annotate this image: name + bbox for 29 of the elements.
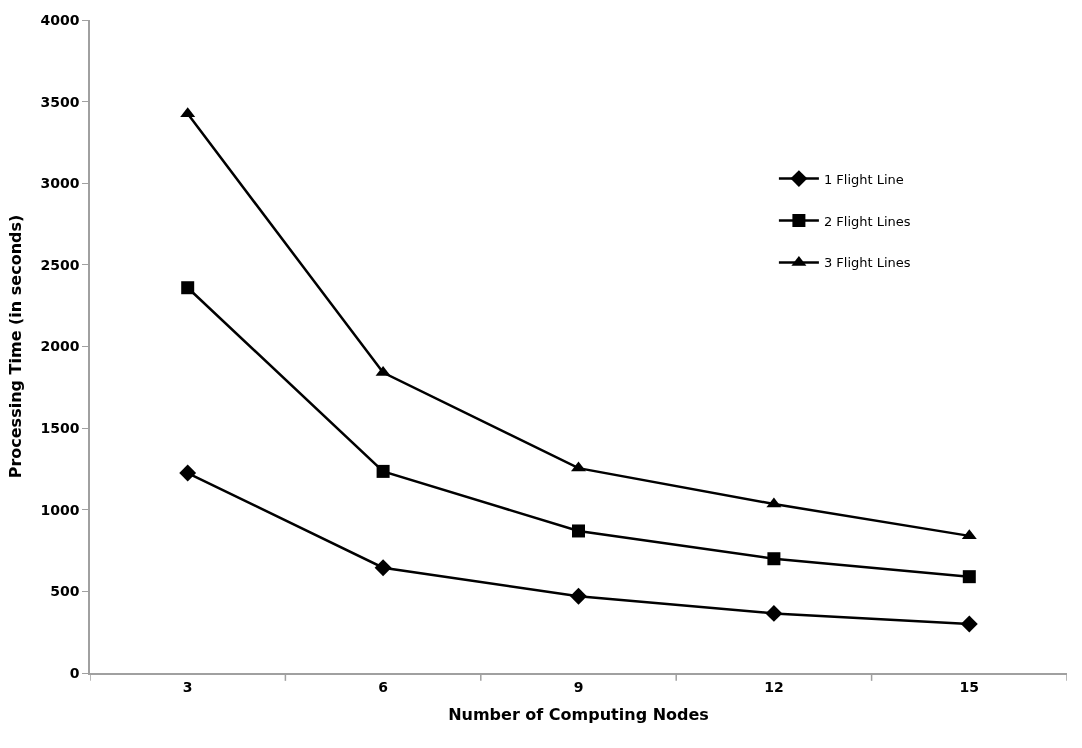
- x-tick-label: 3: [182, 678, 193, 695]
- y-axis-title: Processing Time (in seconds): [5, 214, 25, 479]
- point: [572, 524, 585, 538]
- legend-label: 1 Flight Line: [823, 171, 904, 187]
- y-tick-label: 3000: [40, 175, 80, 192]
- legend-label: 3 Flight Lines: [823, 255, 911, 271]
- x-tick-label: 9: [573, 678, 584, 695]
- y-tick-label: 500: [50, 583, 80, 600]
- x-axis-title: Number of Computing Nodes: [448, 704, 709, 724]
- y-tick-label: 2500: [40, 256, 80, 273]
- point: [570, 587, 587, 605]
- point: [767, 552, 781, 566]
- legend-label: 2 Flight Lines: [823, 213, 911, 229]
- y-tick-label: 0: [69, 664, 80, 681]
- point: [374, 559, 392, 577]
- x-tick-label: 12: [764, 678, 784, 695]
- y-tick-label: 2000: [40, 338, 80, 355]
- y-tick-label: 1500: [40, 420, 80, 437]
- y-tick-label: 1000: [40, 501, 80, 518]
- point: [765, 604, 783, 622]
- x-tick-label: 6: [378, 678, 388, 695]
- point: [962, 570, 976, 584]
- point: [960, 615, 978, 633]
- point: [376, 464, 390, 478]
- y-tick-label: 3500: [40, 93, 80, 110]
- x-tick-label: 15: [959, 678, 980, 695]
- point: [181, 281, 195, 295]
- point: [179, 464, 197, 482]
- y-tick-label: 4000: [40, 11, 80, 28]
